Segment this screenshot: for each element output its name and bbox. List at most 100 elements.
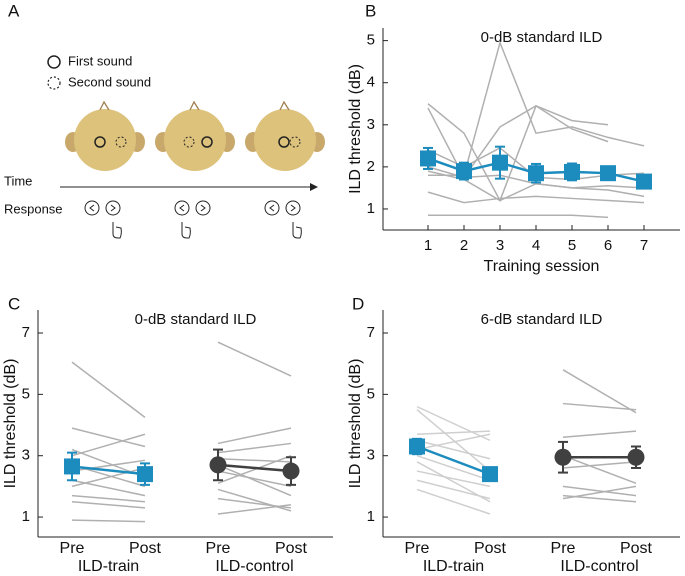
subject-line (427, 103, 609, 203)
y-tick-label: 3 (22, 447, 30, 464)
chart-title: 0-dB standard ILD (481, 29, 603, 46)
subject-line (416, 433, 491, 451)
subject-line (562, 461, 637, 469)
subject-line (416, 470, 491, 488)
subject-line (562, 369, 637, 414)
group-label: ILD-control (560, 558, 638, 575)
subject-line (217, 504, 292, 515)
x-tick-label: 2 (460, 237, 468, 254)
mean-marker (282, 462, 300, 480)
arrow-head (310, 183, 318, 191)
y-tick-label: 2 (367, 158, 375, 175)
group-label: ILD-train (78, 558, 139, 575)
subject-line (217, 455, 292, 485)
mean-line (416, 445, 491, 476)
y-tick-label: 7 (367, 324, 375, 341)
subject-line (71, 494, 146, 503)
mean-line (217, 463, 292, 473)
subject-line (562, 485, 637, 500)
mean-marker (456, 163, 472, 180)
mean-marker (636, 173, 652, 190)
x-tick-label: 3 (496, 237, 504, 254)
y-axis-label: ILD threshold (dB) (347, 359, 364, 489)
subject-line (416, 479, 491, 500)
group-label: ILD-train (423, 558, 484, 575)
x-tick-label: Post (474, 540, 507, 557)
subject-line (428, 40, 645, 177)
panel-label: D (352, 294, 364, 313)
subject-line (71, 427, 146, 448)
panel-label: B (365, 1, 376, 20)
mean-marker (554, 448, 572, 466)
panel-a: A First sound Second sound Time Response (4, 1, 325, 239)
panel-label: C (8, 294, 20, 313)
mean-marker (64, 458, 80, 475)
subject-line (416, 430, 491, 435)
y-tick-label: 1 (367, 200, 375, 217)
subject-line (416, 488, 491, 515)
y-tick-label: 3 (367, 447, 375, 464)
legend-icon (47, 55, 61, 69)
subject-line (562, 402, 637, 411)
x-tick-label: Pre (405, 540, 430, 557)
legend-text: Second sound (68, 74, 151, 89)
subject-line (416, 439, 491, 460)
mean-marker (409, 438, 425, 455)
x-tick-label: 1 (424, 237, 432, 254)
response-buttons (84, 200, 302, 239)
time-label: Time (4, 173, 32, 188)
y-tick-label: 5 (367, 385, 375, 402)
subject-line (217, 470, 292, 488)
subject-line (562, 485, 637, 497)
x-tick-label: 6 (604, 237, 612, 254)
y-tick-label: 5 (22, 385, 30, 402)
subject-line (71, 361, 146, 418)
x-tick-label: Post (620, 540, 653, 557)
head (65, 100, 145, 171)
subject-line (71, 433, 146, 457)
subject-line (428, 214, 609, 219)
y-tick-label: 5 (367, 32, 375, 49)
legend-text: First sound (68, 53, 132, 68)
x-tick-label: 4 (532, 237, 540, 254)
subject-line (427, 191, 645, 204)
subject-line (416, 409, 491, 472)
subject-line (71, 519, 146, 523)
y-axis-label: ILD threshold (dB) (347, 64, 364, 194)
subject-line (217, 442, 292, 454)
subject-line (217, 458, 292, 463)
subject-line (217, 488, 292, 512)
y-tick-label: 1 (22, 508, 30, 525)
legend-icon (47, 76, 61, 90)
chart-title: 0-dB standard ILD (135, 311, 257, 328)
x-tick-label: Pre (60, 540, 85, 557)
subject-line (71, 500, 146, 509)
mean-marker (209, 456, 227, 474)
group-label: ILD-control (215, 558, 293, 575)
head (155, 100, 235, 171)
chart-title: 6-dB standard ILD (481, 311, 603, 328)
mean-marker (420, 150, 436, 167)
subject-line (217, 464, 292, 497)
y-tick-label: 4 (367, 74, 375, 91)
subject-line (217, 341, 292, 377)
mean-line (71, 465, 146, 476)
y-tick-label: 3 (367, 116, 375, 133)
subject-line (71, 459, 146, 472)
x-tick-label: Pre (206, 540, 231, 557)
subject-line (71, 467, 146, 488)
x-tick-label: Pre (551, 540, 576, 557)
mean-marker (492, 154, 508, 171)
mean-marker (564, 163, 580, 180)
y-tick-label: 7 (22, 324, 30, 341)
subject-line (416, 405, 491, 442)
y-tick-label: 1 (367, 508, 375, 525)
mean-marker (528, 165, 544, 182)
panel-label: A (8, 1, 20, 20)
x-tick-label: Post (275, 540, 308, 557)
mean-marker (482, 466, 498, 483)
head (245, 100, 325, 171)
x-tick-label: 5 (568, 237, 576, 254)
mean-marker (137, 466, 153, 483)
